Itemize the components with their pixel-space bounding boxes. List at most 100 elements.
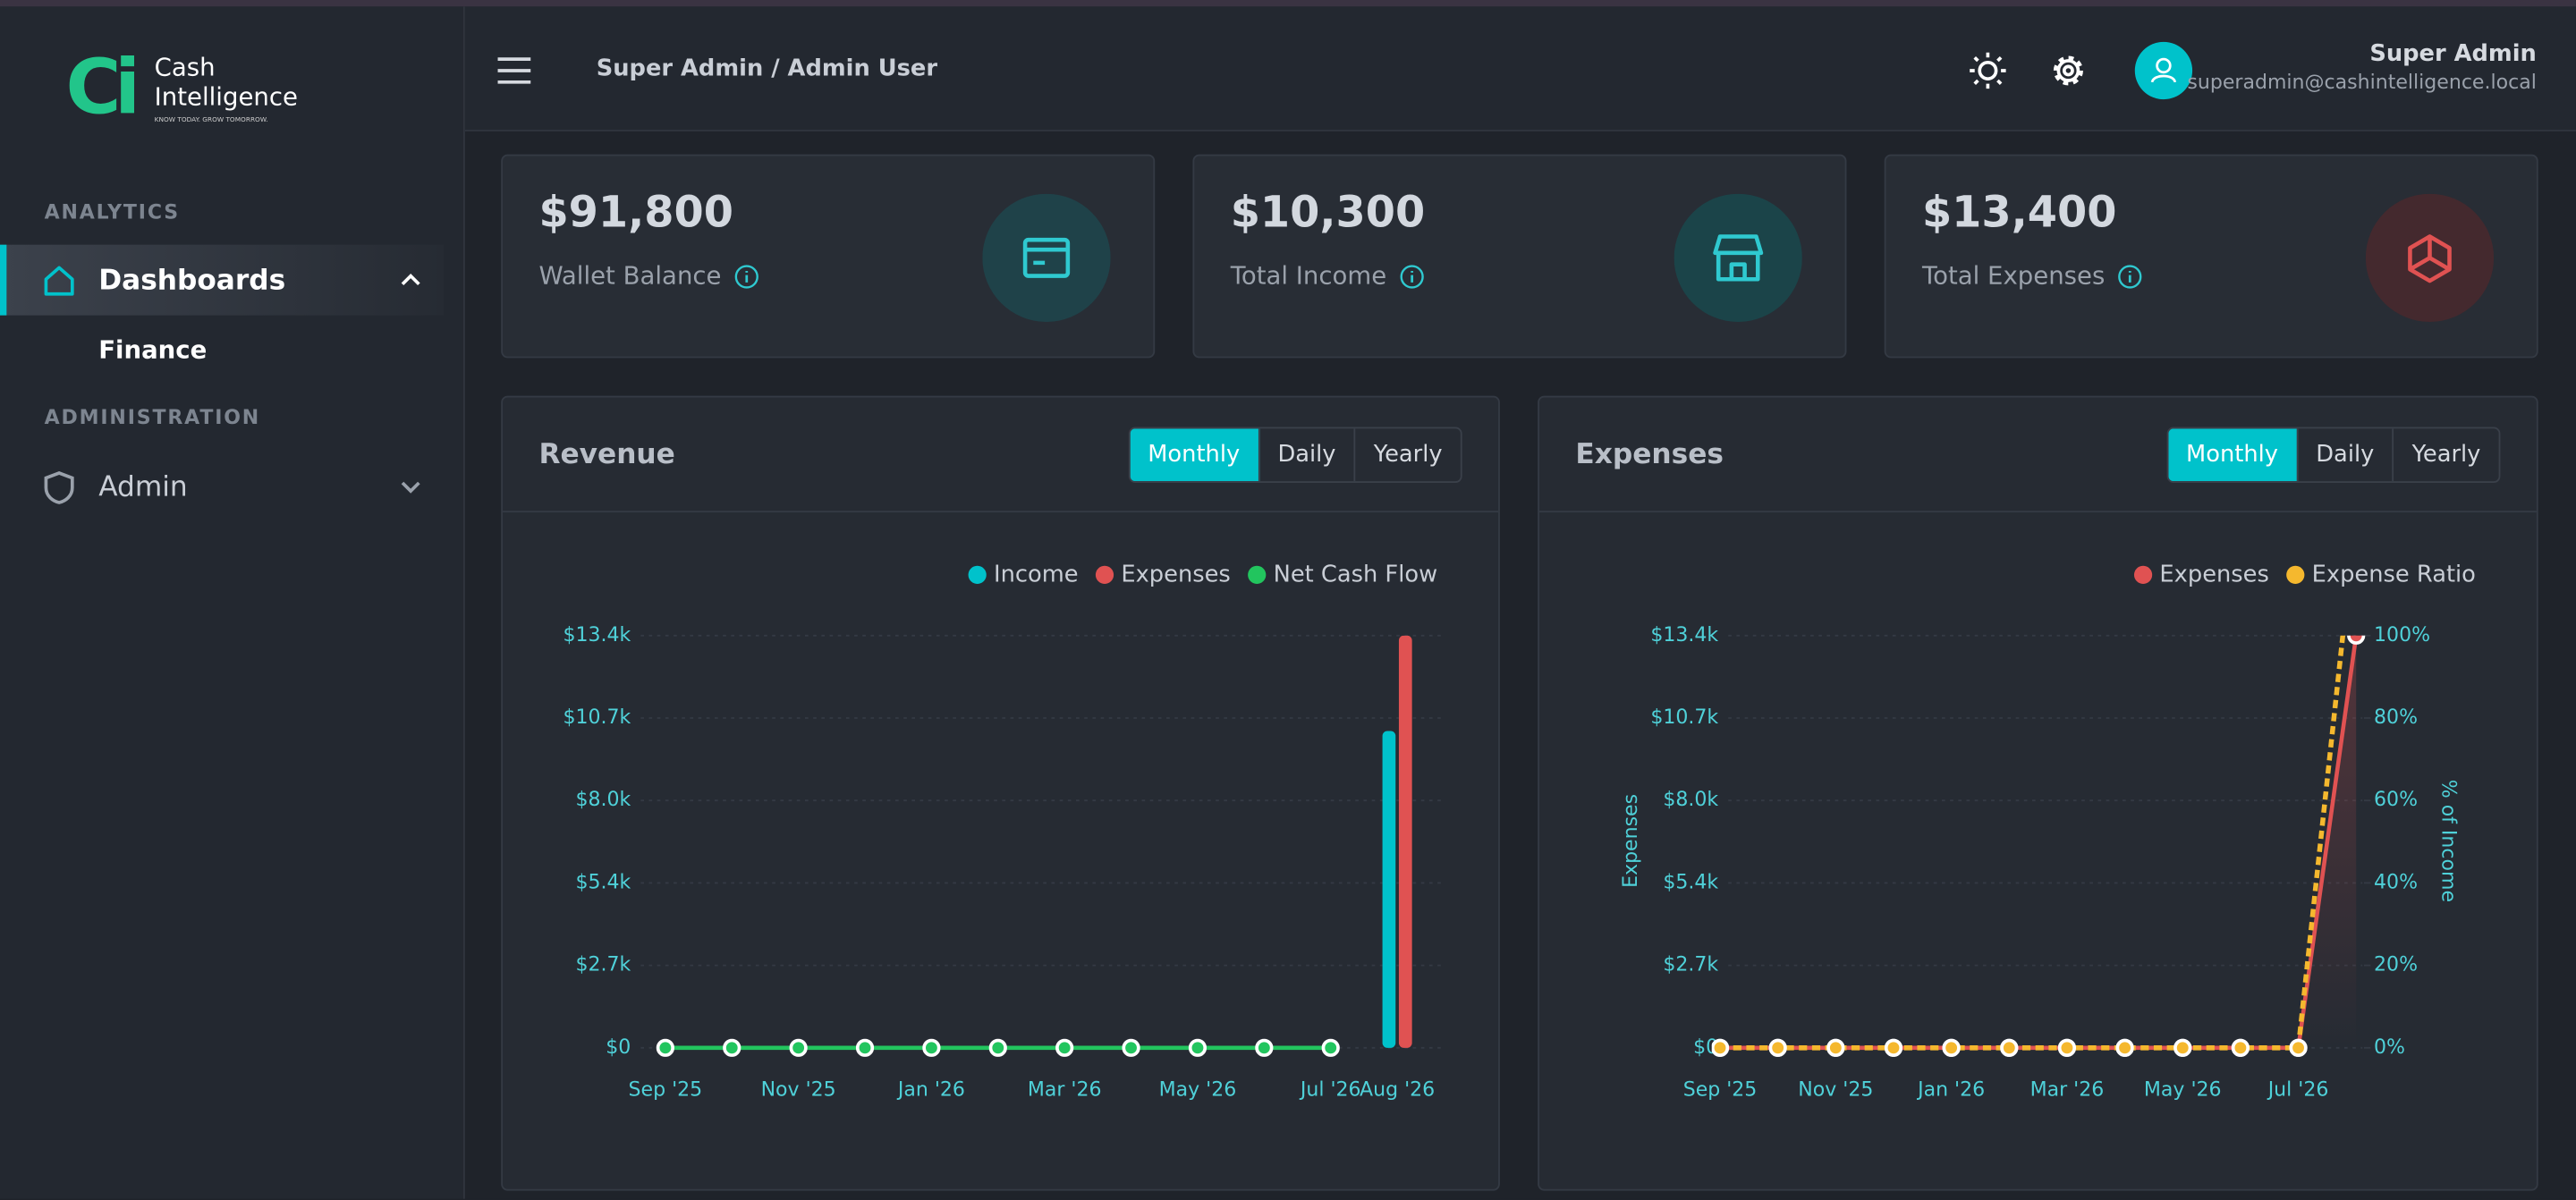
legend: Net Cash Flow Expenses Income	[968, 561, 1438, 587]
point	[2349, 504, 2364, 520]
y-tick-label: $5.4k	[1663, 871, 1718, 893]
plot-area	[1711, 504, 2366, 1057]
point	[2115, 1038, 2134, 1057]
y-tick-label: $0	[606, 1036, 631, 1059]
x-tick-label: Sep '25	[629, 1079, 703, 1102]
user-info: Super Admin superadmin@cashintelligence.…	[2187, 41, 2536, 94]
bar	[1382, 731, 1396, 1048]
logo-line: Cash	[154, 52, 216, 82]
point	[1826, 1038, 1845, 1057]
period-button[interactable]: Monthly	[2167, 428, 2299, 482]
active-bar	[0, 244, 7, 316]
point	[2347, 635, 2366, 645]
info-icon[interactable]	[2118, 264, 2143, 289]
y-tick-label: $2.7k	[575, 954, 631, 976]
area-line	[1720, 635, 2359, 1051]
y-tick-label: $13.4k	[1650, 624, 1718, 646]
x-tick-label: Jan '26	[1916, 1079, 1985, 1102]
nav-label[interactable]: Admin	[98, 471, 188, 504]
period-button[interactable]: Yearly	[1373, 442, 1443, 469]
shield-icon	[44, 471, 74, 504]
info-icon[interactable]	[734, 264, 759, 289]
y2-tick-label: 100%	[2374, 624, 2430, 646]
avatar[interactable]	[2134, 41, 2193, 100]
y-tick-label: $5.4k	[575, 871, 631, 893]
stat-card: $13,400 Total Expenses	[1884, 154, 2538, 359]
chevron-down	[401, 481, 420, 494]
nav-item-active[interactable]: Dashboards	[0, 244, 444, 316]
stat-label-text: Wallet Balance	[538, 261, 722, 292]
y-tick-label: $2.7k	[1663, 954, 1718, 976]
logo-line: Intelligence	[154, 81, 298, 112]
point	[656, 1038, 674, 1057]
y-tick-label: $13.4k	[563, 624, 631, 646]
menu-icon[interactable]	[496, 55, 532, 85]
section-title: ANALYTICS	[44, 200, 180, 224]
legend-swatch	[1095, 565, 1114, 584]
x-tick-label: Mar '26	[2030, 1079, 2105, 1102]
nav-subitem[interactable]: Finance	[98, 334, 208, 365]
point	[922, 1038, 941, 1057]
stat-icon	[982, 193, 1111, 322]
x-tick-label: May '26	[2144, 1079, 2222, 1102]
y-axis-title: Expenses	[1620, 794, 1642, 888]
x-tick-label: Jul '26	[1299, 1079, 1361, 1102]
settings-icon[interactable]	[2048, 51, 2088, 90]
stat-label: Total Expenses	[1922, 261, 2143, 291]
period-button[interactable]: Daily	[1259, 428, 1356, 482]
y2-tick-label: 40%	[2374, 871, 2418, 893]
y2-tick-label: 0%	[2374, 1036, 2405, 1059]
x-tick-label: Aug '26	[1360, 1079, 1435, 1102]
chart-title: Expenses	[1575, 438, 1724, 472]
legend-label: Net Cash Flow	[1274, 561, 1438, 587]
point	[2174, 1038, 2192, 1057]
point	[1055, 1038, 1074, 1057]
stat-card: $91,800 Wallet Balance	[501, 154, 1156, 359]
chart-panel: Revenue Monthly Daily Yearly	[501, 395, 1500, 1191]
logo-text: Cash Intelligence	[155, 53, 298, 112]
period-button[interactable]: Daily	[2298, 428, 2394, 482]
user-email: superadmin@cashintelligence.local	[2187, 70, 2537, 94]
x-tick-label: Mar '26	[1028, 1079, 1102, 1102]
point	[723, 1038, 741, 1057]
y-tick-label: $10.7k	[563, 706, 631, 729]
point	[1711, 1038, 1730, 1057]
window-edge	[0, 0, 2576, 7]
info-icon[interactable]	[1400, 264, 1425, 289]
line	[1720, 635, 2346, 1051]
period-button[interactable]: Yearly	[2411, 442, 2481, 469]
point	[2000, 1038, 2019, 1057]
legend-label: Expenses	[2159, 561, 2268, 587]
legend: Expense Ratio Expenses	[2133, 561, 2476, 587]
theme-icon[interactable]	[1968, 51, 2007, 90]
y2-tick-label: 80%	[2374, 706, 2418, 729]
section-title: ADMINISTRATION	[44, 405, 261, 429]
y-tick-label: $8.0k	[1663, 789, 1718, 811]
period-toggle: Monthly Daily Yearly	[2166, 427, 2501, 483]
x-tick-label: Jul '26	[2267, 1079, 2329, 1102]
chevron-up	[401, 273, 420, 286]
stat-label-text: Total Expenses	[1921, 261, 2106, 292]
point	[1255, 1038, 1274, 1057]
stat-label-text: Total Income	[1230, 261, 1387, 292]
legend-swatch	[968, 565, 987, 584]
sidebar: Ci Cash Intelligence KNOW TODAY. GROW TO…	[0, 6, 465, 1199]
point	[1884, 1038, 1903, 1057]
x-tick-label: Nov '25	[1798, 1079, 1873, 1102]
legend-swatch	[1248, 565, 1267, 584]
area	[1720, 635, 2357, 1048]
stat-label: Total Income	[1231, 261, 1425, 291]
chart-panel: Expenses Monthly Daily Yearly	[1538, 395, 2538, 1191]
y2-axis-title: % of Income	[2437, 780, 2460, 902]
stat-value: $10,300	[1230, 189, 1426, 239]
period-button[interactable]: Monthly	[1130, 428, 1260, 482]
point	[2057, 1038, 2077, 1057]
x-tick-label: Jan '26	[896, 1079, 965, 1102]
legend-swatch	[2133, 565, 2153, 584]
point	[988, 1038, 1007, 1057]
period-toggle: Monthly Daily Yearly	[1128, 427, 1462, 483]
header: Super Admin / Admin User Super Admin sup…	[464, 6, 2576, 131]
